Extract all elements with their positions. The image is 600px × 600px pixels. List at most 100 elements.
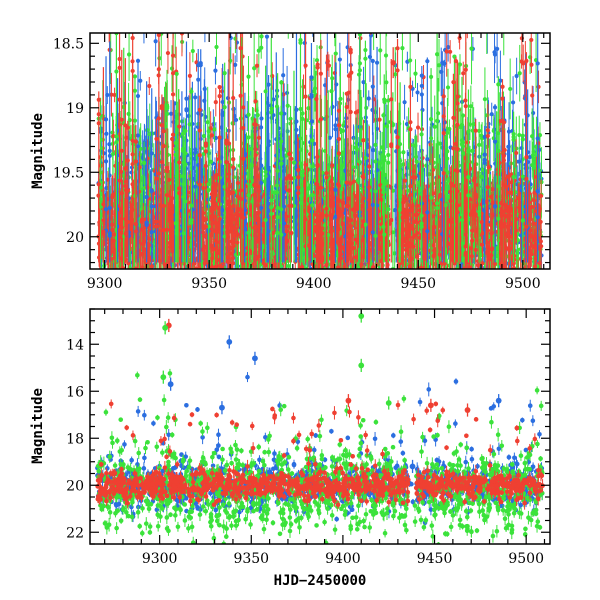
data-point: [263, 278, 267, 282]
data-point: [488, 317, 492, 321]
data-point: [144, 274, 148, 278]
data-point: [521, 334, 525, 338]
data-point: [362, 279, 366, 283]
data-point: [147, 316, 151, 320]
data-point: [247, 295, 251, 299]
data-point: [510, 100, 516, 105]
data-point: [456, 285, 460, 289]
data-point: [260, 274, 264, 278]
data-point: [328, 297, 332, 301]
data-point: [311, 12, 315, 16]
data-point: [485, 27, 489, 31]
data-point: [454, 272, 458, 276]
data-point: [404, 297, 408, 301]
data-point: [297, 296, 301, 300]
data-point: [464, 296, 468, 300]
data-point: [233, 62, 238, 67]
data-point: [263, 298, 267, 302]
data-point: [335, 285, 339, 289]
data-point: [404, 121, 410, 127]
data-point: [481, 294, 485, 298]
data-point: [134, 290, 138, 294]
data-point: [162, 272, 166, 276]
data-point: [336, 304, 340, 308]
data-point: [231, 175, 236, 180]
data-point: [503, 348, 507, 352]
data-point: [353, 292, 357, 296]
data-point: [384, 6, 388, 10]
data-point: [436, 279, 440, 283]
data-point: [235, 336, 239, 340]
data-point: [344, 288, 348, 292]
data-point: [158, 273, 162, 277]
data-point: [460, 269, 464, 273]
data-point: [137, 299, 141, 303]
data-point: [482, 283, 486, 287]
data-point: [255, 285, 259, 289]
data-point: [241, 272, 245, 276]
data-point: [139, 273, 143, 277]
data-point: [262, 274, 266, 278]
data-point: [405, 4, 409, 8]
data-point: [287, 319, 291, 323]
data-point: [173, 297, 177, 301]
data-point: [277, 322, 281, 326]
data-point: [483, 289, 487, 293]
data-point: [191, 338, 195, 342]
data-point: [374, 283, 378, 287]
data-point: [286, 282, 290, 286]
data-point: [467, 318, 471, 322]
data-point: [115, 294, 119, 298]
data-point: [126, 52, 132, 57]
data-point: [327, 135, 332, 140]
data-point: [338, 275, 342, 279]
data-point: [504, 305, 508, 309]
data-point: [312, 86, 318, 91]
data-point: [444, 293, 448, 297]
data-point: [516, 0, 520, 1]
data-point: [145, 309, 149, 313]
data-point: [202, 86, 207, 92]
data-point: [108, 295, 112, 299]
data-point: [508, 86, 513, 92]
data-point: [259, 34, 264, 39]
data-point: [356, 271, 360, 275]
data-point: [466, 326, 470, 330]
data-point: [176, 300, 180, 304]
data-point: [421, 314, 425, 318]
data-point: [195, 297, 199, 301]
data-point: [153, 277, 157, 281]
data-point: [271, 273, 275, 277]
data-point: [281, 73, 286, 78]
data-point: [313, 292, 317, 296]
data-point: [463, 314, 467, 318]
data-point: [284, 278, 288, 282]
data-point: [142, 11, 146, 15]
data-point: [192, 310, 196, 314]
data-point: [444, 291, 448, 295]
data-point: [128, 278, 132, 282]
data-point: [366, 279, 370, 283]
data-point: [255, 329, 259, 333]
data-point: [470, 342, 474, 346]
data-point: [246, 297, 250, 301]
data-point: [493, 302, 497, 306]
data-point: [353, 145, 358, 150]
data-point: [350, 309, 354, 313]
data-point: [153, 39, 158, 44]
data-point: [267, 338, 271, 342]
data-point: [200, 303, 204, 307]
data-point: [214, 44, 219, 50]
data-point: [161, 285, 165, 289]
data-point: [460, 323, 464, 327]
data-point: [197, 270, 201, 274]
data-point: [374, 287, 378, 291]
data-point: [213, 302, 217, 306]
data-point: [340, 292, 344, 296]
data-point: [129, 338, 133, 342]
data-point: [445, 85, 451, 90]
data-point: [487, 287, 491, 291]
data-point: [238, 379, 242, 383]
data-point: [320, 299, 324, 303]
